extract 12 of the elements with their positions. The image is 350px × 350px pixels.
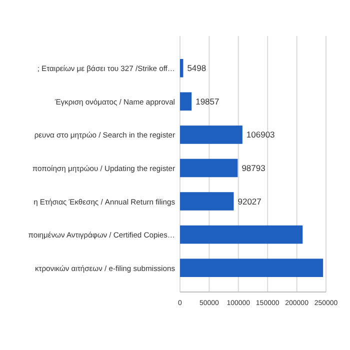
bar bbox=[180, 192, 234, 210]
data-label: 98793 bbox=[242, 163, 266, 173]
data-label: 5498 bbox=[187, 63, 206, 74]
bar bbox=[180, 126, 242, 144]
bar bbox=[180, 158, 238, 178]
data-label: 92027 bbox=[238, 196, 262, 206]
data-label: 106903 bbox=[246, 130, 276, 140]
bar bbox=[180, 92, 192, 111]
data-label: 19857 bbox=[196, 96, 220, 106]
bar bbox=[180, 225, 303, 244]
bar bbox=[180, 58, 184, 78]
bar bbox=[180, 258, 324, 278]
